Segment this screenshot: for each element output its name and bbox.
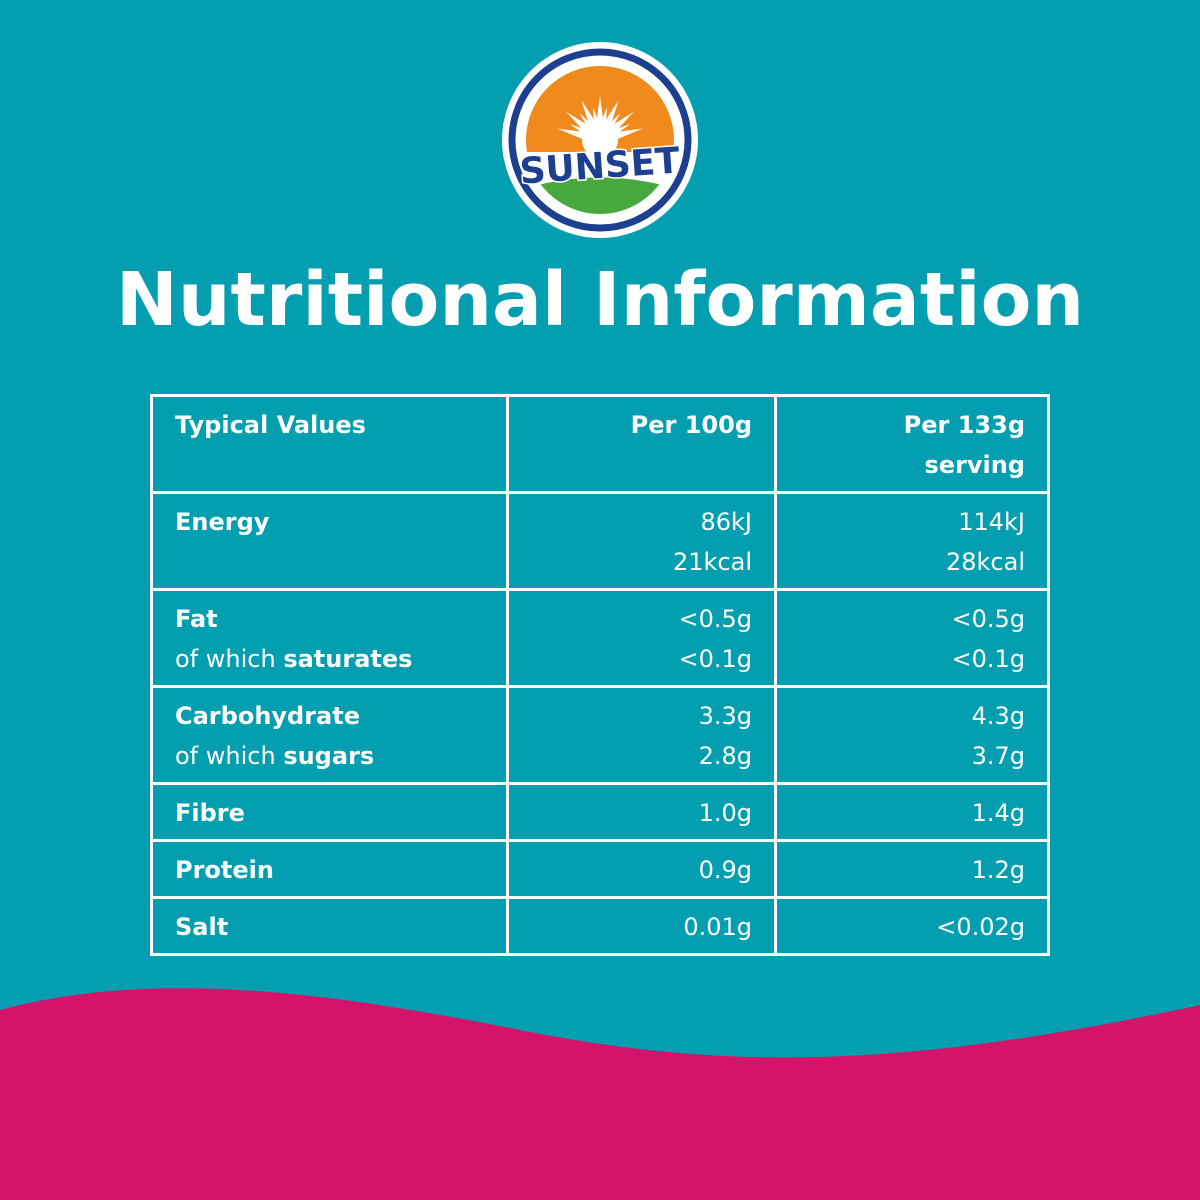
protein-per-100g: 0.9g <box>506 839 777 899</box>
sunset-logo: SUNSET <box>502 42 698 238</box>
protein-per-serving: 1.2g <box>774 839 1050 899</box>
energy-label-text: Energy <box>175 508 270 536</box>
saturates-per-serving-value: <0.1g <box>951 645 1025 673</box>
table-row-fibre: Fibre 1.0g 1.4g <box>150 782 1050 842</box>
header-typical-values: Typical Values <box>150 394 509 494</box>
table-row-energy: Energy 86kJ 21kcal 114kJ 28kcal <box>150 491 1050 591</box>
header-per-serving-line2: serving <box>924 451 1025 479</box>
header-per-100g: Per 100g <box>506 394 777 494</box>
table-row-protein: Protein 0.9g 1.2g <box>150 839 1050 899</box>
sugars-label: of which sugars <box>175 736 484 776</box>
energy-per-100g: 86kJ 21kcal <box>506 491 777 591</box>
sugars-word: sugars <box>283 742 375 770</box>
nutrition-table: Typical Values Per 100g Per 133g serving… <box>150 394 1050 956</box>
saturates-word: saturates <box>283 645 413 673</box>
protein-label: Protein <box>150 839 509 899</box>
fat-per-100g: <0.5g <0.1g <box>506 588 777 688</box>
carbohydrate-label-text: Carbohydrate <box>175 702 361 730</box>
carbohydrate-per-serving-value: 4.3g <box>971 702 1025 730</box>
fat-per-serving-value: <0.5g <box>951 605 1025 633</box>
fibre-per-serving: 1.4g <box>774 782 1050 842</box>
salt-per-100g: 0.01g <box>506 896 777 956</box>
fibre-label: Fibre <box>150 782 509 842</box>
header-per-serving-line1: Per 133g <box>903 411 1025 439</box>
salt-label: Salt <box>150 896 509 956</box>
table-row-carbohydrate: Carbohydrate of which sugars 3.3g 2.8g 4… <box>150 685 1050 785</box>
carbohydrate-per-serving: 4.3g 3.7g <box>774 685 1050 785</box>
table-row-fat: Fat of which saturates <0.5g <0.1g <0.5g… <box>150 588 1050 688</box>
salt-per-serving: <0.02g <box>774 896 1050 956</box>
carbohydrate-label: Carbohydrate of which sugars <box>150 685 509 785</box>
carbohydrate-per-100g-value: 3.3g <box>698 702 752 730</box>
saturates-label: of which saturates <box>175 639 484 679</box>
decorative-wave <box>0 988 1200 1200</box>
header-per-serving: Per 133g serving <box>774 394 1050 494</box>
fat-label-text: Fat <box>175 605 218 633</box>
energy-label: Energy <box>150 491 509 591</box>
energy-per-serving-kj: 114kJ <box>958 508 1025 536</box>
saturates-prefix: of which <box>175 645 284 673</box>
table-header-row: Typical Values Per 100g Per 133g serving <box>150 394 1050 494</box>
table-row-salt: Salt 0.01g <0.02g <box>150 896 1050 956</box>
fat-per-100g-value: <0.5g <box>678 605 752 633</box>
energy-per-100g-kcal: 21kcal <box>672 548 752 576</box>
energy-per-serving: 114kJ 28kcal <box>774 491 1050 591</box>
sugars-prefix: of which <box>175 742 284 770</box>
sugars-per-serving-value: 3.7g <box>971 742 1025 770</box>
logo-wordmark: SUNSET <box>518 140 681 192</box>
energy-per-100g-kj: 86kJ <box>700 508 752 536</box>
page-title: Nutritional Information <box>115 257 1085 343</box>
fat-per-serving: <0.5g <0.1g <box>774 588 1050 688</box>
fat-label: Fat of which saturates <box>150 588 509 688</box>
sugars-per-100g-value: 2.8g <box>698 742 752 770</box>
energy-per-serving-kcal: 28kcal <box>945 548 1025 576</box>
carbohydrate-per-100g: 3.3g 2.8g <box>506 685 777 785</box>
fibre-per-100g: 1.0g <box>506 782 777 842</box>
saturates-per-100g-value: <0.1g <box>678 645 752 673</box>
